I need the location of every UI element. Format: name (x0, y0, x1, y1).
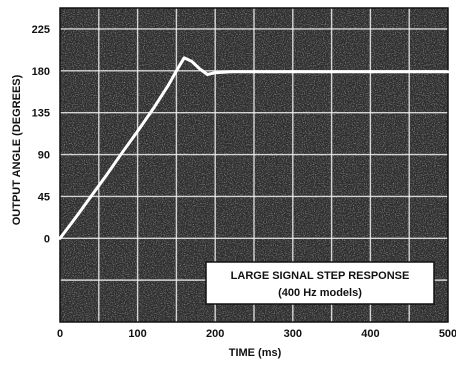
annotation-line-2: (400 Hz models) (278, 287, 362, 299)
x-tick-label: 500 (439, 328, 456, 340)
y-tick-label: 90 (38, 150, 50, 162)
step-response-line (58, 56, 450, 240)
annotation-box: LARGE SIGNAL STEP RESPONSE (400 Hz model… (205, 261, 435, 305)
plot-frame (59, 7, 449, 323)
y-tick-label: 135 (32, 108, 50, 120)
y-tick-label: 225 (32, 24, 50, 36)
x-tick-label: 200 (206, 328, 224, 340)
annotation-background (205, 261, 435, 305)
y-axis-ticks: 0 45 90 135 180 225 (32, 24, 50, 245)
annotation-line-1: LARGE SIGNAL STEP RESPONSE (231, 270, 410, 282)
x-axis-ticks: 0 100 200 300 400 500 (57, 328, 456, 340)
y-tick-label: 180 (32, 66, 50, 78)
x-tick-label: 100 (128, 328, 146, 340)
x-tick-label: 300 (284, 328, 302, 340)
x-axis-title: TIME (ms) (229, 347, 282, 359)
y-tick-label: 0 (44, 233, 50, 245)
x-tick-label: 0 (57, 328, 63, 340)
y-tick-label: 45 (38, 191, 50, 203)
y-axis-title: OUTPUT ANGLE (DEGREES) (11, 74, 23, 225)
x-tick-label: 400 (361, 328, 379, 340)
